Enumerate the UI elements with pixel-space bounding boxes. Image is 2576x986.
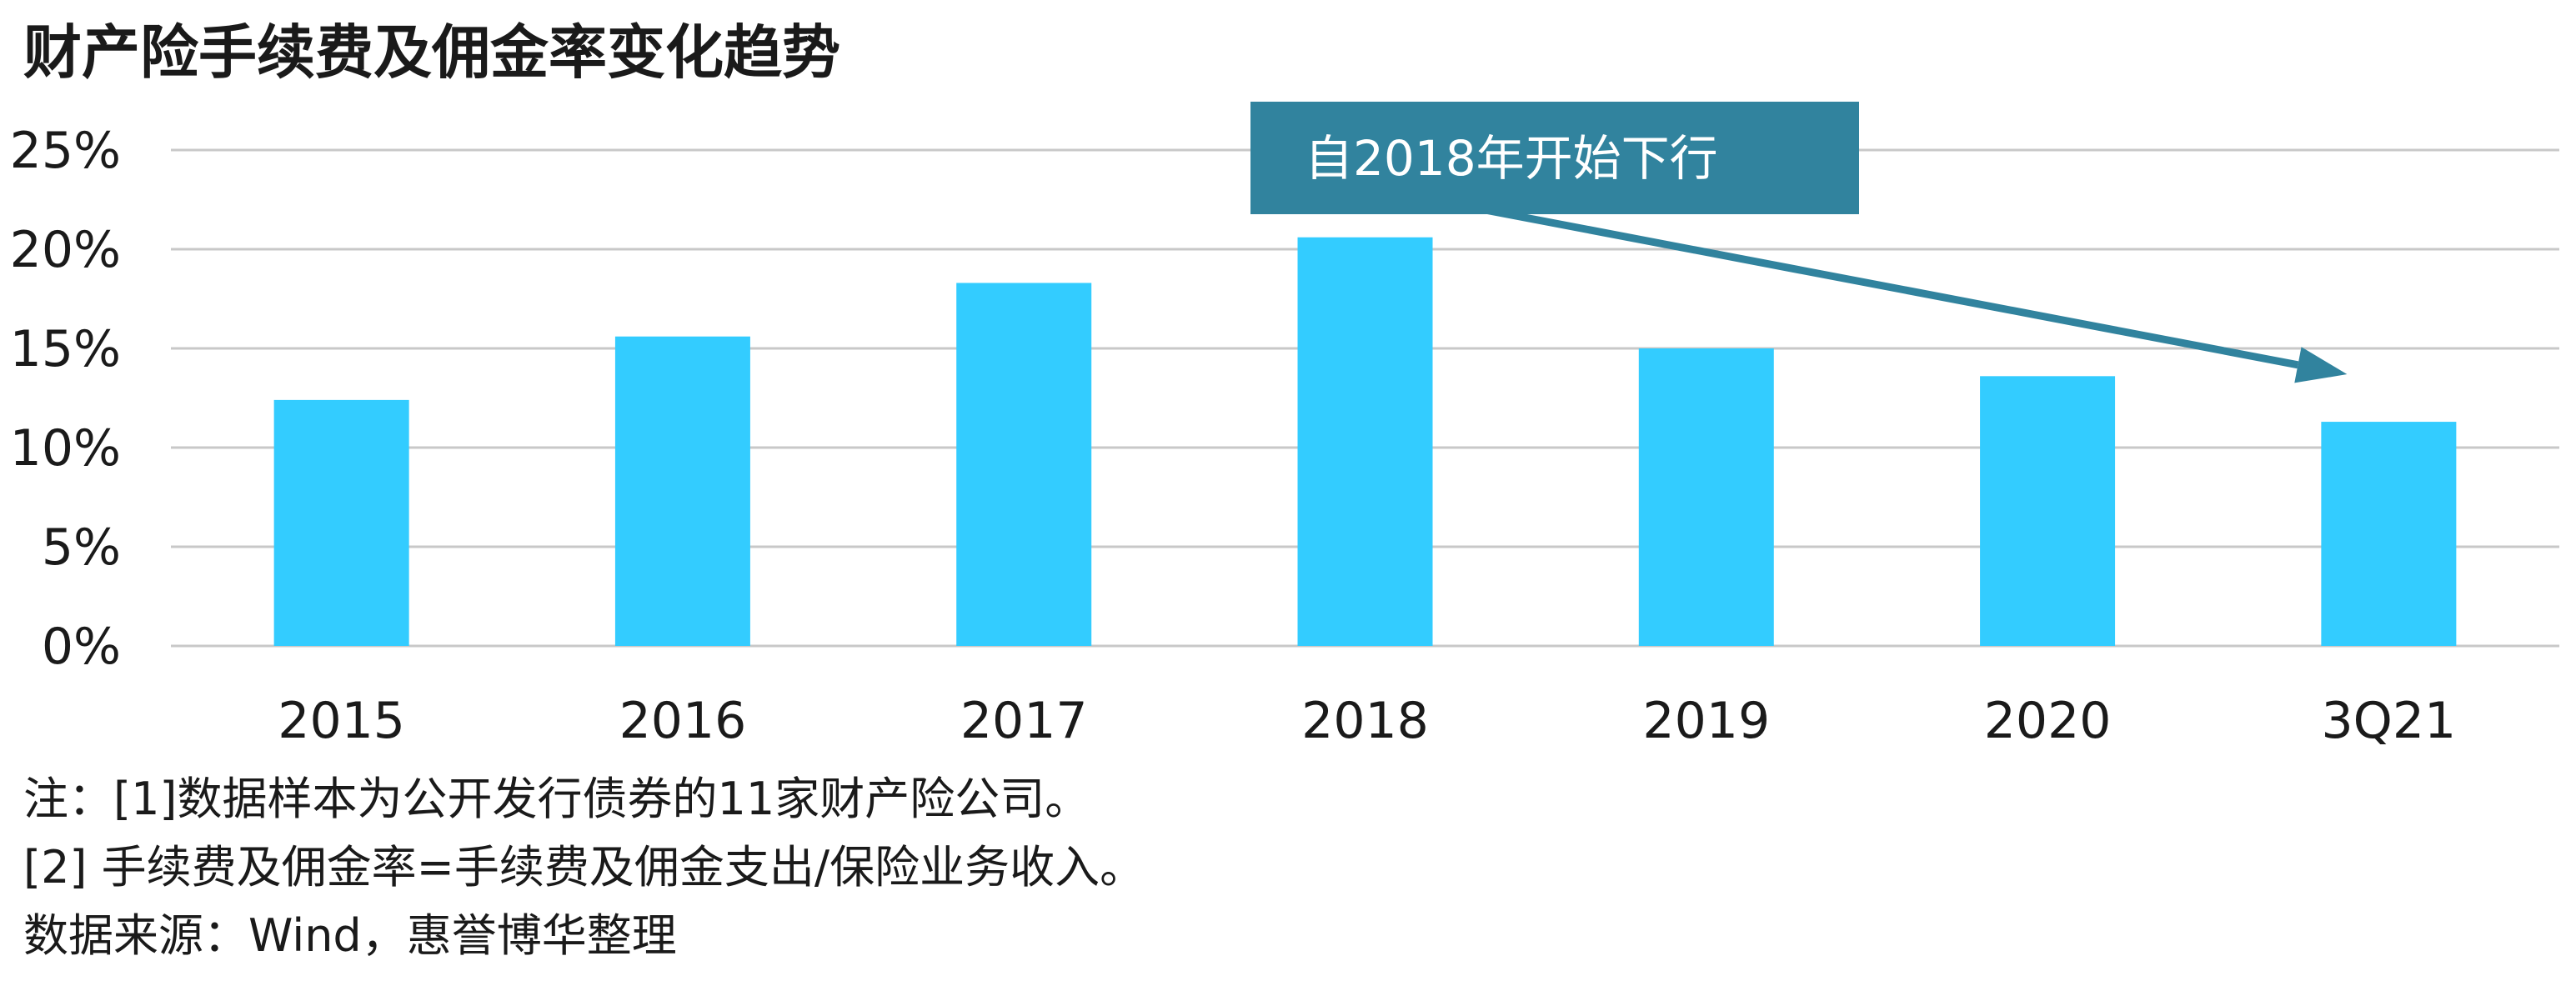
bar (1638, 348, 1774, 646)
bar (956, 283, 1092, 646)
trend-annotation: 自2018年开始下行 (1250, 102, 2348, 383)
trend-arrow-line (1454, 200, 2299, 369)
x-tick-label: 2018 (1301, 692, 1429, 750)
callout-text: 自2018年开始下行 (1305, 130, 1718, 187)
bar (1980, 376, 2116, 646)
y-tick-label: 25% (10, 122, 121, 180)
bar (2321, 422, 2457, 646)
note-definition: [2] 手续费及佣金率=手续费及佣金支出/保险业务收入。 (23, 841, 1145, 893)
x-tick-label: 2017 (960, 692, 1088, 750)
x-tick-label: 2015 (278, 692, 405, 750)
bar (273, 399, 409, 646)
bar (614, 336, 750, 646)
chart-title: 财产险手续费及佣金率变化趋势 (23, 18, 840, 87)
note-source: 数据来源：Wind，惠誉博华整理 (23, 909, 677, 962)
y-axis-ticks: 0% 5% 10% 15% 20% 25% (10, 122, 121, 676)
bars (273, 237, 2457, 646)
bar (1297, 237, 1433, 646)
y-tick-label: 5% (42, 518, 121, 577)
trend-arrow-head (2294, 347, 2348, 383)
x-tick-label: 2016 (619, 692, 747, 750)
y-tick-label: 10% (10, 419, 121, 478)
y-tick-label: 15% (10, 320, 121, 378)
note-sample: 注：[1]数据样本为公开发行债券的11家财产险公司。 (23, 773, 1090, 825)
x-tick-label: 2019 (1642, 692, 1770, 750)
chart-notes: 注：[1]数据样本为公开发行债券的11家财产险公司。 [2] 手续费及佣金率=手… (23, 765, 1145, 970)
y-tick-label: 0% (42, 618, 121, 676)
x-axis-labels: 2015 2016 2017 2018 2019 2020 3Q21 (278, 692, 2456, 750)
x-tick-label: 3Q21 (2321, 692, 2456, 750)
y-tick-label: 20% (10, 221, 121, 279)
callout-box (1250, 102, 1859, 214)
x-tick-label: 2020 (1984, 692, 2112, 750)
